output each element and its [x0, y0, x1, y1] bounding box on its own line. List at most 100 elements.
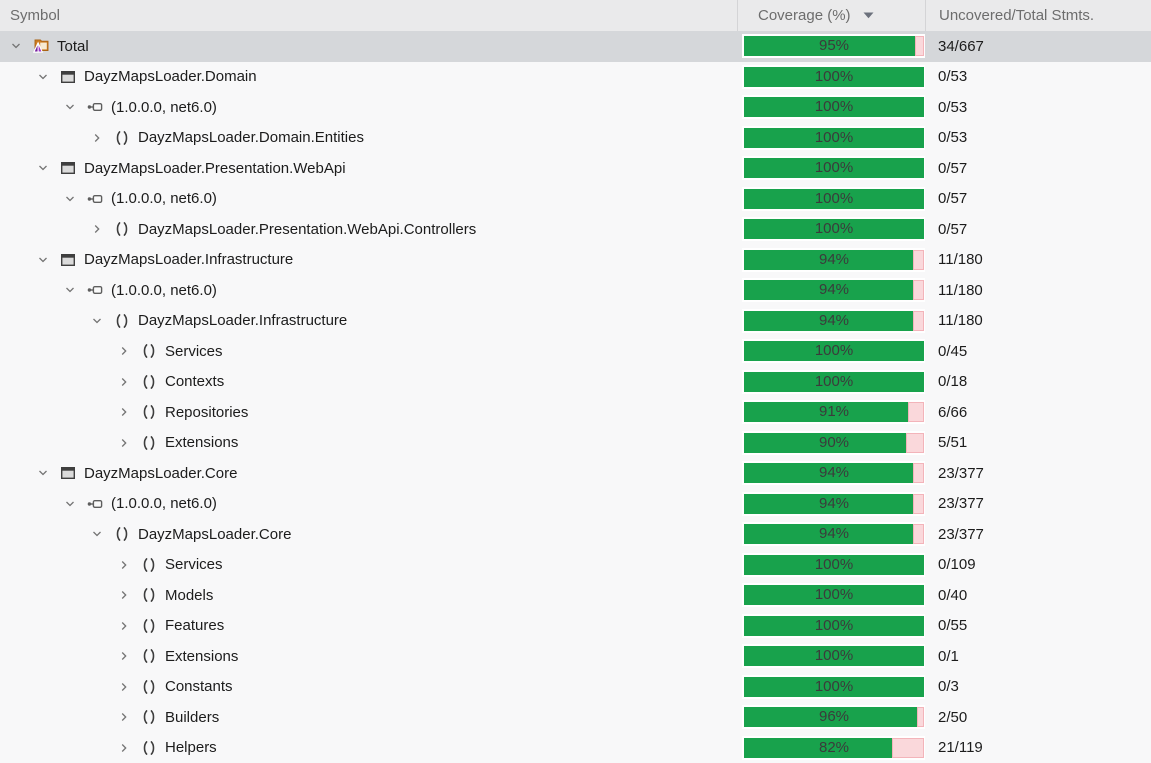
- uncovered-total-stmts: 0/57: [938, 190, 968, 208]
- chevron-right-icon[interactable]: [116, 679, 132, 695]
- chevron-right-icon[interactable]: [116, 343, 132, 359]
- coverage-bar: 100%: [742, 369, 925, 394]
- tree-row[interactable]: Services 100% 0/109: [0, 550, 1151, 581]
- chevron-right-icon[interactable]: [89, 221, 105, 237]
- tree-row[interactable]: Helpers 82% 21/119: [0, 733, 1151, 763]
- chevron-down-icon[interactable]: [89, 313, 105, 329]
- coverage-percent-label: 100%: [814, 98, 854, 116]
- chevron-right-icon[interactable]: [116, 404, 132, 420]
- tree-row[interactable]: Constants 100% 0/3: [0, 672, 1151, 703]
- tree-row[interactable]: DayzMapsLoader.Core 94% 23/377: [0, 519, 1151, 550]
- coverage-bar-fill: 100%: [744, 341, 924, 362]
- chevron-right-icon[interactable]: [116, 709, 132, 725]
- tree-row[interactable]: DayzMapsLoader.Presentation.WebApi 100% 0/…: [0, 153, 1151, 184]
- coverage-percent-label: 100%: [814, 67, 854, 85]
- namespace-icon: [141, 740, 157, 756]
- column-header-coverage[interactable]: Coverage (%): [737, 0, 925, 31]
- coverage-percent-label: 100%: [814, 555, 854, 573]
- tree-row[interactable]: DayzMapsLoader.Infrastructure 94% 11/180: [0, 306, 1151, 337]
- uncovered-total-stmts: 0/57: [938, 220, 968, 238]
- symbol-label: DayzMapsLoader.Infrastructure: [84, 251, 294, 269]
- namespace-icon: [141, 587, 157, 603]
- tree-row[interactable]: DayzMapsLoader.Domain.Entities 100% 0/53: [0, 123, 1151, 154]
- chevron-right-icon[interactable]: [89, 130, 105, 146]
- tree-indent: [0, 46, 8, 47]
- tree-row[interactable]: Contexts 100% 0/18: [0, 367, 1151, 398]
- coverage-cell: 100%: [737, 95, 925, 120]
- tree-row[interactable]: Features 100% 0/55: [0, 611, 1151, 642]
- coverage-percent-label: 94%: [818, 525, 850, 543]
- coverage-percent-label: 94%: [818, 311, 850, 329]
- chevron-right-icon[interactable]: [116, 557, 132, 573]
- chevron-down-icon[interactable]: [35, 465, 51, 481]
- coverage-bar: 94%: [742, 247, 925, 272]
- uncovered-total-stmts: 0/3: [938, 678, 959, 696]
- chevron-down-icon[interactable]: [62, 496, 78, 512]
- coverage-bar-uncovered: [891, 737, 924, 758]
- tree-indent: [0, 107, 62, 108]
- symbol-label: Total: [57, 37, 89, 55]
- symbol-cell: (1.0.0.0, net6.0): [0, 282, 737, 299]
- chevron-down-icon[interactable]: [8, 38, 24, 54]
- chevron-down-icon[interactable]: [62, 191, 78, 207]
- tree-row[interactable]: DayzMapsLoader.Core 94% 23/377: [0, 458, 1151, 489]
- uncovered-total-stmts: 23/377: [938, 464, 984, 482]
- tree-indent: [0, 595, 116, 596]
- coverage-percent-label: 100%: [814, 586, 854, 604]
- coverage-percent-label: 100%: [814, 677, 854, 695]
- assembly-icon: [87, 282, 103, 298]
- project-icon: [60, 160, 76, 176]
- symbol-label: Services: [165, 556, 223, 574]
- chevron-right-icon[interactable]: [116, 618, 132, 634]
- coverage-bar-fill: 94%: [744, 493, 924, 514]
- chevron-right-icon[interactable]: [116, 435, 132, 451]
- chevron-down-icon[interactable]: [62, 99, 78, 115]
- tree-row[interactable]: Models 100% 0/40: [0, 580, 1151, 611]
- chevron-down-icon[interactable]: [35, 69, 51, 85]
- tree-row[interactable]: (1.0.0.0, net6.0) 94% 23/377: [0, 489, 1151, 520]
- uncovered-total-stmts: 0/40: [938, 586, 968, 604]
- tree-row[interactable]: DayzMapsLoader.Presentation.WebApi.Contr…: [0, 214, 1151, 245]
- tree-row[interactable]: Repositories 91% 6/66: [0, 397, 1151, 428]
- tree-row[interactable]: Total 95% 34/667: [0, 31, 1151, 62]
- chevron-down-icon[interactable]: [62, 282, 78, 298]
- coverage-percent-label: 100%: [814, 647, 854, 665]
- coverage-bar: 100%: [742, 674, 925, 699]
- chevron-right-icon[interactable]: [116, 587, 132, 603]
- tree-row[interactable]: Services 100% 0/45: [0, 336, 1151, 367]
- coverage-percent-label: 100%: [814, 159, 854, 177]
- coverage-bar: 96%: [742, 705, 925, 730]
- column-header-symbol[interactable]: Symbol: [0, 0, 737, 31]
- tree-row[interactable]: Builders 96% 2/50: [0, 702, 1151, 733]
- chevron-right-icon[interactable]: [116, 740, 132, 756]
- column-header-uncovered-total[interactable]: Uncovered/Total Stmts.: [925, 0, 1151, 31]
- coverage-percent-label: 96%: [818, 708, 850, 726]
- tree-indent: [0, 473, 35, 474]
- chevron-right-icon[interactable]: [116, 648, 132, 664]
- coverage-bar-fill: 100%: [744, 646, 924, 667]
- tree-row[interactable]: Extensions 100% 0/1: [0, 641, 1151, 672]
- tree-row[interactable]: DayzMapsLoader.Infrastructure 94% 11/180: [0, 245, 1151, 276]
- coverage-bar: 100%: [742, 64, 925, 89]
- coverage-bar: 82%: [742, 735, 925, 760]
- symbol-cell: Services: [0, 556, 737, 573]
- tree-row[interactable]: (1.0.0.0, net6.0) 94% 11/180: [0, 275, 1151, 306]
- uncovered-total-stmts: 0/53: [938, 68, 968, 86]
- tree-row[interactable]: (1.0.0.0, net6.0) 100% 0/57: [0, 184, 1151, 215]
- tree-row[interactable]: Extensions 90% 5/51: [0, 428, 1151, 459]
- uncovered-total-stmts: 0/53: [938, 129, 968, 147]
- tree-indent: [0, 351, 116, 352]
- tree-indent: [0, 259, 35, 260]
- chevron-down-icon[interactable]: [35, 160, 51, 176]
- coverage-bar-fill: 94%: [744, 463, 924, 484]
- coverage-cell: 95%: [737, 34, 925, 59]
- sort-descending-icon[interactable]: [863, 12, 874, 19]
- uncovered-total-stmts: 0/45: [938, 342, 968, 360]
- symbol-label: Services: [165, 342, 223, 360]
- chevron-right-icon[interactable]: [116, 374, 132, 390]
- namespace-icon: [141, 374, 157, 390]
- tree-row[interactable]: (1.0.0.0, net6.0) 100% 0/53: [0, 92, 1151, 123]
- tree-row[interactable]: DayzMapsLoader.Domain 100% 0/53: [0, 62, 1151, 93]
- chevron-down-icon[interactable]: [89, 526, 105, 542]
- chevron-down-icon[interactable]: [35, 252, 51, 268]
